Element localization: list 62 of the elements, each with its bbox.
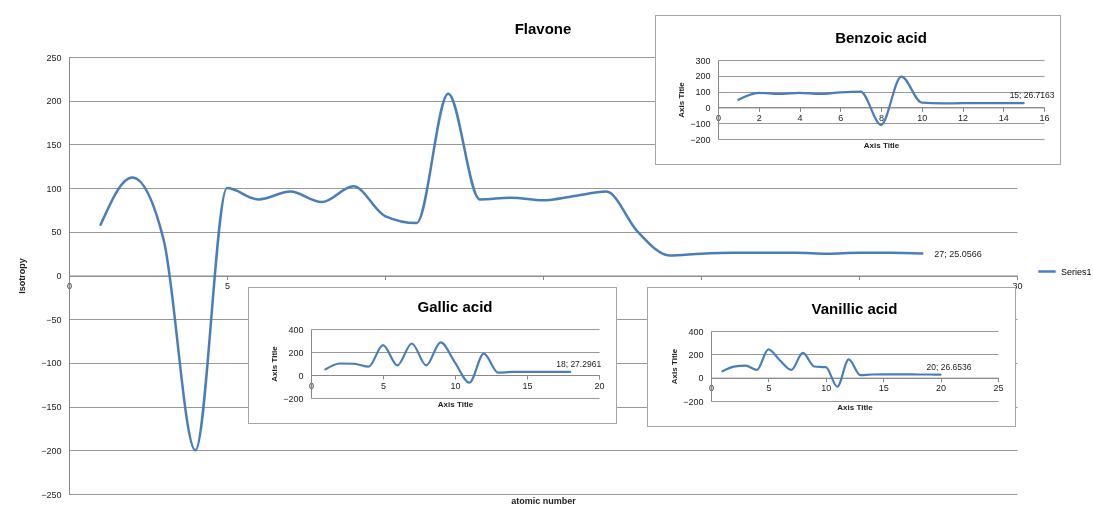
x-tick-label: 15 — [878, 383, 889, 394]
x-tick-label: 14 — [998, 112, 1009, 123]
x-tick-label: 10 — [450, 380, 461, 391]
annotation: 20; 26.6536 — [926, 361, 972, 372]
x-tick-label: 20 — [594, 380, 605, 391]
y-axis-title: Axis Title — [270, 345, 280, 382]
x-axis-title: atomic number — [511, 495, 577, 506]
x-tick-label: 2 — [756, 112, 762, 123]
y-tick-label: −200 — [683, 396, 704, 407]
y-tick-label: 0 — [705, 102, 711, 113]
chart-title: Benzoic acid — [835, 29, 927, 46]
annotation: 18; 27.2961 — [556, 358, 602, 369]
x-tick-label: 12 — [957, 112, 969, 123]
y-tick-label: 0 — [56, 271, 62, 281]
x-axis-title: Axis Title — [437, 399, 474, 409]
y-tick-label: 250 — [46, 52, 62, 63]
y-tick-label: 150 — [46, 139, 62, 150]
x-tick-label: 5 — [766, 383, 772, 394]
annotation: 15; 26.7163 — [1009, 90, 1055, 101]
x-axis-title: Axis Title — [837, 402, 874, 412]
y-tick-label: 400 — [288, 324, 304, 335]
x-tick-label: 4 — [797, 112, 803, 123]
x-axis-title: Axis Title — [863, 140, 900, 150]
x-tick-label: 20 — [936, 383, 947, 394]
line-series — [324, 341, 572, 384]
y-tick-label: −200 — [41, 445, 62, 456]
chart-title: Vanillic acid — [811, 300, 898, 317]
y-axis-title: Axis Title — [677, 81, 687, 118]
x-tick-label: 6 — [838, 112, 844, 123]
y-tick-label: 300 — [695, 55, 711, 66]
y-tick-label: −250 — [41, 489, 62, 500]
y-tick-label: −200 — [283, 393, 304, 404]
y-tick-label: −100 — [41, 358, 62, 369]
x-tick-label: 15 — [522, 380, 533, 391]
y-tick-label: 0 — [698, 373, 704, 384]
annotation: 27; 25.0566 — [934, 248, 982, 259]
x-tick-label: 10 — [821, 383, 832, 394]
y-axis-title: Axis Title — [670, 348, 680, 385]
x-tick-label: 16 — [1039, 112, 1050, 123]
line-series — [737, 75, 1025, 126]
x-tick-label: 5 — [380, 380, 387, 391]
y-tick-label: 0 — [298, 370, 304, 381]
y-tick-label: −150 — [41, 402, 62, 413]
y-tick-label: −50 — [46, 314, 62, 325]
y-tick-label: 200 — [695, 71, 711, 82]
x-tick-label: 25 — [993, 383, 1004, 394]
x-tick-label: 8 — [878, 112, 885, 123]
x-tick-label: 5 — [224, 281, 231, 291]
y-tick-label: 200 — [688, 349, 704, 360]
y-tick-label: 400 — [688, 326, 704, 337]
y-tick-label: 50 — [51, 227, 62, 238]
y-tick-label: 100 — [695, 87, 711, 98]
chart-title: Gallic acid — [417, 298, 493, 315]
chart-title: Flavone — [514, 20, 572, 37]
y-tick-label: 100 — [46, 183, 62, 194]
y-tick-label: −200 — [690, 134, 711, 145]
y-tick-label: 200 — [46, 96, 62, 107]
y-axis-title: Isotropy — [17, 258, 28, 294]
legend-label: Series1 — [1061, 266, 1092, 277]
x-tick-label: 10 — [917, 112, 928, 123]
y-tick-label: −100 — [690, 118, 711, 129]
y-tick-label: 200 — [288, 347, 304, 358]
